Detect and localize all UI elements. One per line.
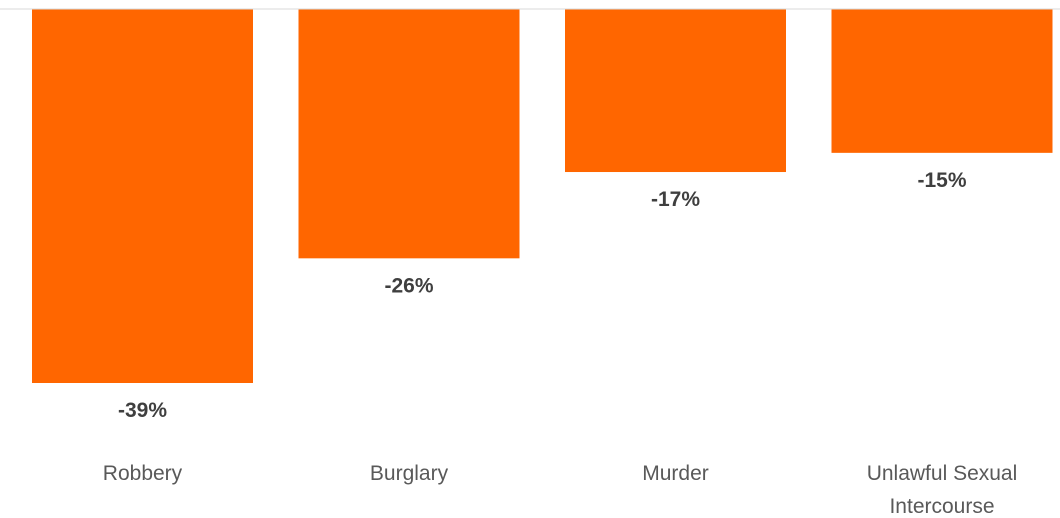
data-label-burglary: -26%: [384, 274, 433, 297]
data-label-murder: -17%: [651, 188, 700, 211]
category-label-line: Murder: [642, 462, 709, 485]
data-label-robbery: -39%: [118, 399, 167, 422]
category-label-murder: Murder: [642, 462, 709, 485]
category-label-line: Burglary: [370, 462, 449, 485]
data-labels-group: -39% -26% -17% -15%: [118, 169, 967, 422]
category-label-unlawful-sexual-intercourse: Unlawful Sexual Intercourse: [867, 462, 1018, 518]
category-label-burglary: Burglary: [370, 462, 449, 485]
category-label-line: Unlawful Sexual: [867, 462, 1018, 485]
bar-robbery: [32, 9, 253, 383]
bar-murder: [565, 9, 786, 173]
bar-unlawful-sexual-intercourse: [831, 9, 1053, 153]
category-label-line: Intercourse: [889, 495, 994, 518]
data-label-unlawful-sexual-intercourse: -15%: [917, 169, 966, 192]
category-label-robbery: Robbery: [103, 462, 183, 485]
category-label-line: Robbery: [103, 462, 183, 485]
category-labels-group: Robbery Burglary Murder Unlawful Sexual Inte…: [103, 462, 1017, 518]
bar-burglary: [298, 9, 520, 259]
bars-group: [32, 9, 1053, 383]
